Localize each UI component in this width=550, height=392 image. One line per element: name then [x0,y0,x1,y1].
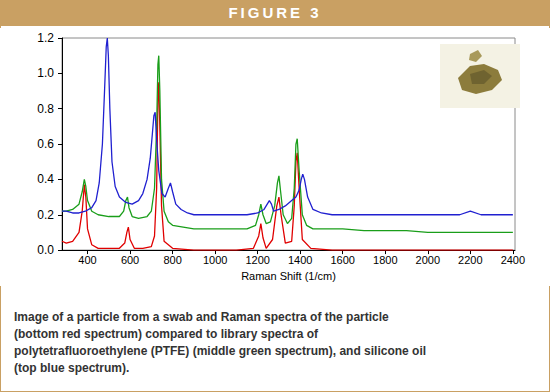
svg-text:1400: 1400 [288,254,312,266]
svg-text:0.8: 0.8 [37,102,54,116]
svg-text:1.2: 1.2 [37,31,54,45]
html-text:FIGURE 3: FIGURE 3 [228,4,322,21]
svg-text:1800: 1800 [373,254,397,266]
svg-text:0.0: 0.0 [37,243,54,257]
svg-text:2400: 2400 [501,254,525,266]
svg-text:400: 400 [78,254,96,266]
svg-text:0.6: 0.6 [37,137,54,151]
svg-text:1600: 1600 [330,254,354,266]
svg-text:1000: 1000 [203,254,227,266]
svg-text:1.0: 1.0 [37,66,54,80]
svg-text:600: 600 [121,254,139,266]
svg-text:1200: 1200 [245,254,269,266]
svg-text:0.4: 0.4 [37,172,54,186]
html-text:(top blue spectrum).: (top blue spectrum). [14,361,130,375]
html-text:polytetrafluoroethylene (PTFE): polytetrafluoroethylene (PTFE) (middle g… [14,344,427,358]
html-text:(bottom red spectrum) compared: (bottom red spectrum) compared to librar… [14,327,319,341]
svg-text:0.2: 0.2 [37,208,54,222]
svg-text:2000: 2000 [416,254,440,266]
svg-text:Raman Shift (1/cm): Raman Shift (1/cm) [241,270,336,282]
html-text:Image of a particle from a swa: Image of a particle from a swab and Rama… [14,310,389,324]
svg-text:800: 800 [163,254,181,266]
svg-text:2200: 2200 [458,254,482,266]
